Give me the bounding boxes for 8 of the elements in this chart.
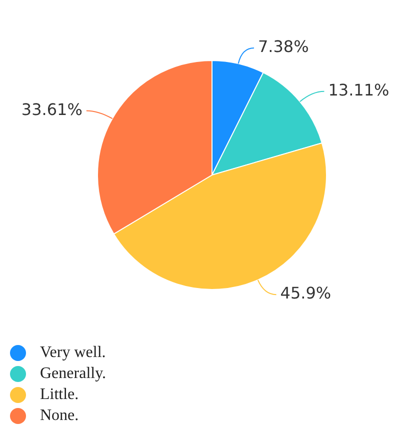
legend-label: Very well. [40,344,106,362]
legend-label: None. [40,406,79,424]
data-label: 33.61% [21,100,82,119]
data-label: 7.38% [258,37,309,56]
legend-label: Generally. [40,364,106,382]
data-label: 45.9% [280,284,332,303]
data-label: 13.11% [328,80,390,100]
legend-label: Little. [40,386,79,404]
